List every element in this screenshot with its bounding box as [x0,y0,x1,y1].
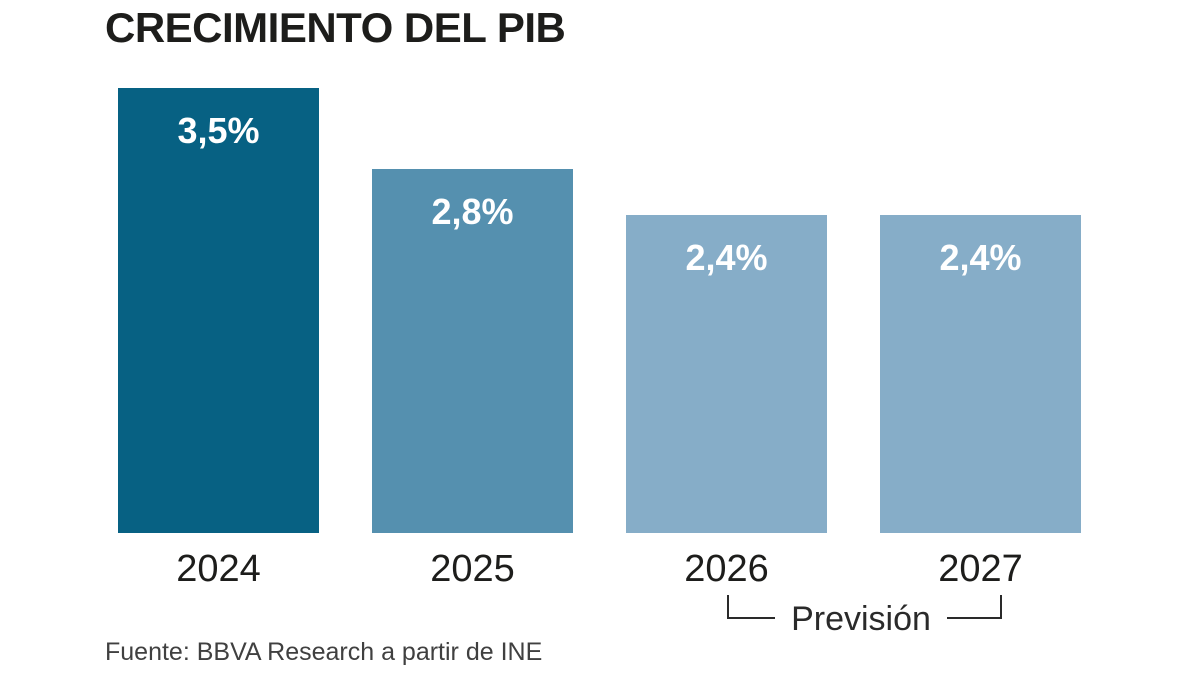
source-note: Fuente: BBVA Research a partir de INE [105,638,543,666]
bar-2024: 3,5% [118,88,319,533]
bar-value-label: 2,4% [939,237,1022,278]
x-axis-label-2026: 2026 [684,548,769,590]
x-axis-label-2024: 2024 [176,548,261,590]
bar-value-label: 2,8% [431,191,514,232]
bar-2025: 2,8% [372,169,573,533]
forecast-bracket-right [947,595,1002,619]
bar-value-label: 2,4% [685,237,768,278]
bar-2027: 2,4% [880,215,1081,533]
x-axis-label-2025: 2025 [430,548,515,590]
x-axis-label-2027: 2027 [938,548,1023,590]
forecast-bracket-left [727,595,775,619]
bar-2026: 2,4% [626,215,827,533]
bar-value-label: 3,5% [177,110,260,151]
forecast-label: Previsión [791,600,931,638]
chart-title: CRECIMIENTO DEL PIB [105,4,566,51]
